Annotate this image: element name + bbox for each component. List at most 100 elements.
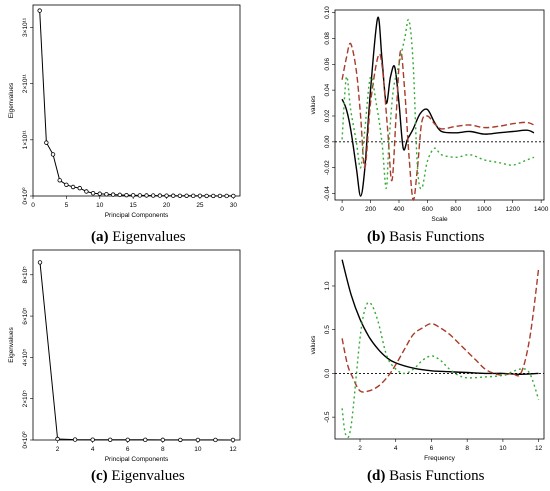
eigenvalue-point (204, 193, 209, 199)
x-tick-label: 12 (535, 445, 543, 452)
x-tick-label: 8 (161, 446, 165, 453)
eigenvalue-point (57, 178, 62, 183)
y-tick-label: 6×10⁵ (22, 307, 29, 325)
caption-a-label: (a) (91, 229, 109, 245)
y-tick-label: 0.00 (324, 135, 331, 148)
x-tick-label: 0 (340, 206, 344, 213)
caption-c-text: Eigenvalues (111, 468, 185, 484)
x-tick-label: 25 (196, 202, 204, 209)
eigenvalue-point (160, 437, 166, 443)
x-axis-label: Principal Components (105, 212, 169, 219)
chart-c: 2 4 6 8 10 12 0×10⁰ 2×10⁵ 4×10⁵ 6×10⁵ 8×10⁵ Princip… (8, 249, 241, 463)
y-tick-label: 0.10 (324, 6, 331, 19)
eigenvalue-point (37, 260, 43, 265)
chart-b: 0 200 400 600 800 1000 1200 1400 -0.04 -0.02 0.00 0… (310, 6, 549, 223)
x-tick-label: 10 (499, 445, 507, 452)
eigenvalue-point (191, 193, 196, 199)
x-tick-label: 600 (422, 206, 433, 213)
x-tick-label: 1000 (477, 206, 492, 213)
eigenvalue-point (84, 189, 89, 194)
x-tick-label: 10 (194, 446, 202, 453)
y-axis-label: values (310, 335, 317, 355)
eigenvalue-point (197, 193, 203, 199)
eigenvalue-line (39, 10, 234, 197)
x-tick-label: 30 (230, 202, 238, 209)
y-tick-label: -0.04 (324, 186, 331, 201)
x-tick-label: 2 (358, 445, 362, 452)
eigenvalue-point (224, 193, 229, 199)
y-tick-label: 0.5 (324, 325, 331, 334)
eigenvalue-point (64, 182, 69, 187)
eigenvalue-point (178, 437, 183, 443)
eigenvalue-point (90, 437, 95, 442)
y-tick-label: -0.5 (324, 411, 331, 423)
eigenvalue-point (231, 193, 236, 199)
plot-frame (32, 4, 241, 197)
caption-b-text: Basis Functions (389, 229, 485, 245)
eigenvalue-point (144, 193, 149, 198)
eigenvalue-point (125, 437, 130, 442)
eigenvalue-point (124, 192, 129, 198)
eigenvalue-point (217, 193, 223, 199)
y-tick-label: -0.02 (324, 160, 331, 175)
plot-frame (334, 250, 545, 440)
eigenvalue-point (171, 193, 176, 198)
series-line-3 (341, 301, 540, 439)
y-tick-label: 2×10¹¹ (22, 73, 29, 93)
series-line-3 (341, 18, 535, 190)
eigenvalue-point (44, 140, 49, 145)
x-tick-label: 400 (394, 206, 405, 213)
y-tick-label: 0×10⁰ (21, 431, 29, 449)
y-tick-label: 8×10⁵ (22, 266, 29, 284)
eigenvalue-point (211, 193, 216, 199)
caption-b: (b) Basis Functions (367, 229, 485, 246)
series-line-1 (341, 259, 539, 376)
eigenvalue-point (37, 8, 42, 13)
x-tick-label: 1400 (534, 206, 549, 213)
y-tick-label: 0×10⁰ (21, 187, 29, 205)
x-tick-label: 15 (130, 202, 138, 209)
eigenvalue-point (107, 437, 113, 442)
y-tick-label: 3×10¹¹ (22, 17, 29, 37)
eigenvalue-point (184, 193, 189, 198)
eigenvalue-point (117, 192, 123, 198)
x-tick-label: 1200 (505, 206, 520, 213)
chart-a: 0 5 10 15 20 25 30 0×10⁰ 1×10¹¹ 2×10¹¹ 3×10¹¹ Princ… (8, 4, 241, 219)
x-tick-label: 12 (229, 446, 237, 453)
eigenvalue-point (195, 437, 201, 443)
eigenvalue-line (39, 262, 234, 441)
caption-c: (c) Eigenvalues (91, 468, 185, 485)
eigenvalue-point (157, 193, 163, 198)
x-tick-label: 4 (394, 445, 398, 452)
x-tick-label: 8 (465, 445, 469, 452)
plot-frame (334, 9, 545, 201)
caption-b-label: (b) (367, 229, 386, 245)
eigenvalue-point (70, 184, 76, 190)
eigenvalue-point (110, 192, 116, 197)
y-axis-label: values (310, 95, 317, 115)
y-tick-label: 0.08 (324, 32, 331, 45)
y-tick-label: 0.02 (324, 109, 331, 122)
eigenvalue-point (137, 193, 143, 198)
caption-d-text: Basis Functions (389, 468, 485, 484)
eigenvalue-point (104, 192, 109, 197)
y-axis-label: Eigenvalues (8, 82, 15, 118)
x-tick-label: 20 (163, 202, 171, 209)
caption-d: (d) Basis Functions (367, 468, 485, 485)
caption-d-label: (d) (367, 468, 386, 484)
eigenvalue-point (72, 437, 78, 442)
x-tick-label: 0 (31, 202, 35, 209)
eigenvalue-point (143, 437, 148, 443)
caption-c-label: (c) (91, 468, 108, 484)
caption-a-text: Eigenvalues (112, 229, 186, 245)
x-axis-label: Scale (431, 216, 448, 223)
eigenvalue-point (177, 193, 183, 198)
eigenvalue-point (90, 190, 96, 196)
x-axis-label: Frequency (424, 455, 455, 462)
y-axis-label: Eigenvalues (8, 327, 15, 363)
series-line-1 (341, 16, 535, 197)
eigenvalue-point (213, 437, 218, 443)
x-tick-label: 6 (430, 445, 434, 452)
x-tick-label: 800 (450, 206, 461, 213)
